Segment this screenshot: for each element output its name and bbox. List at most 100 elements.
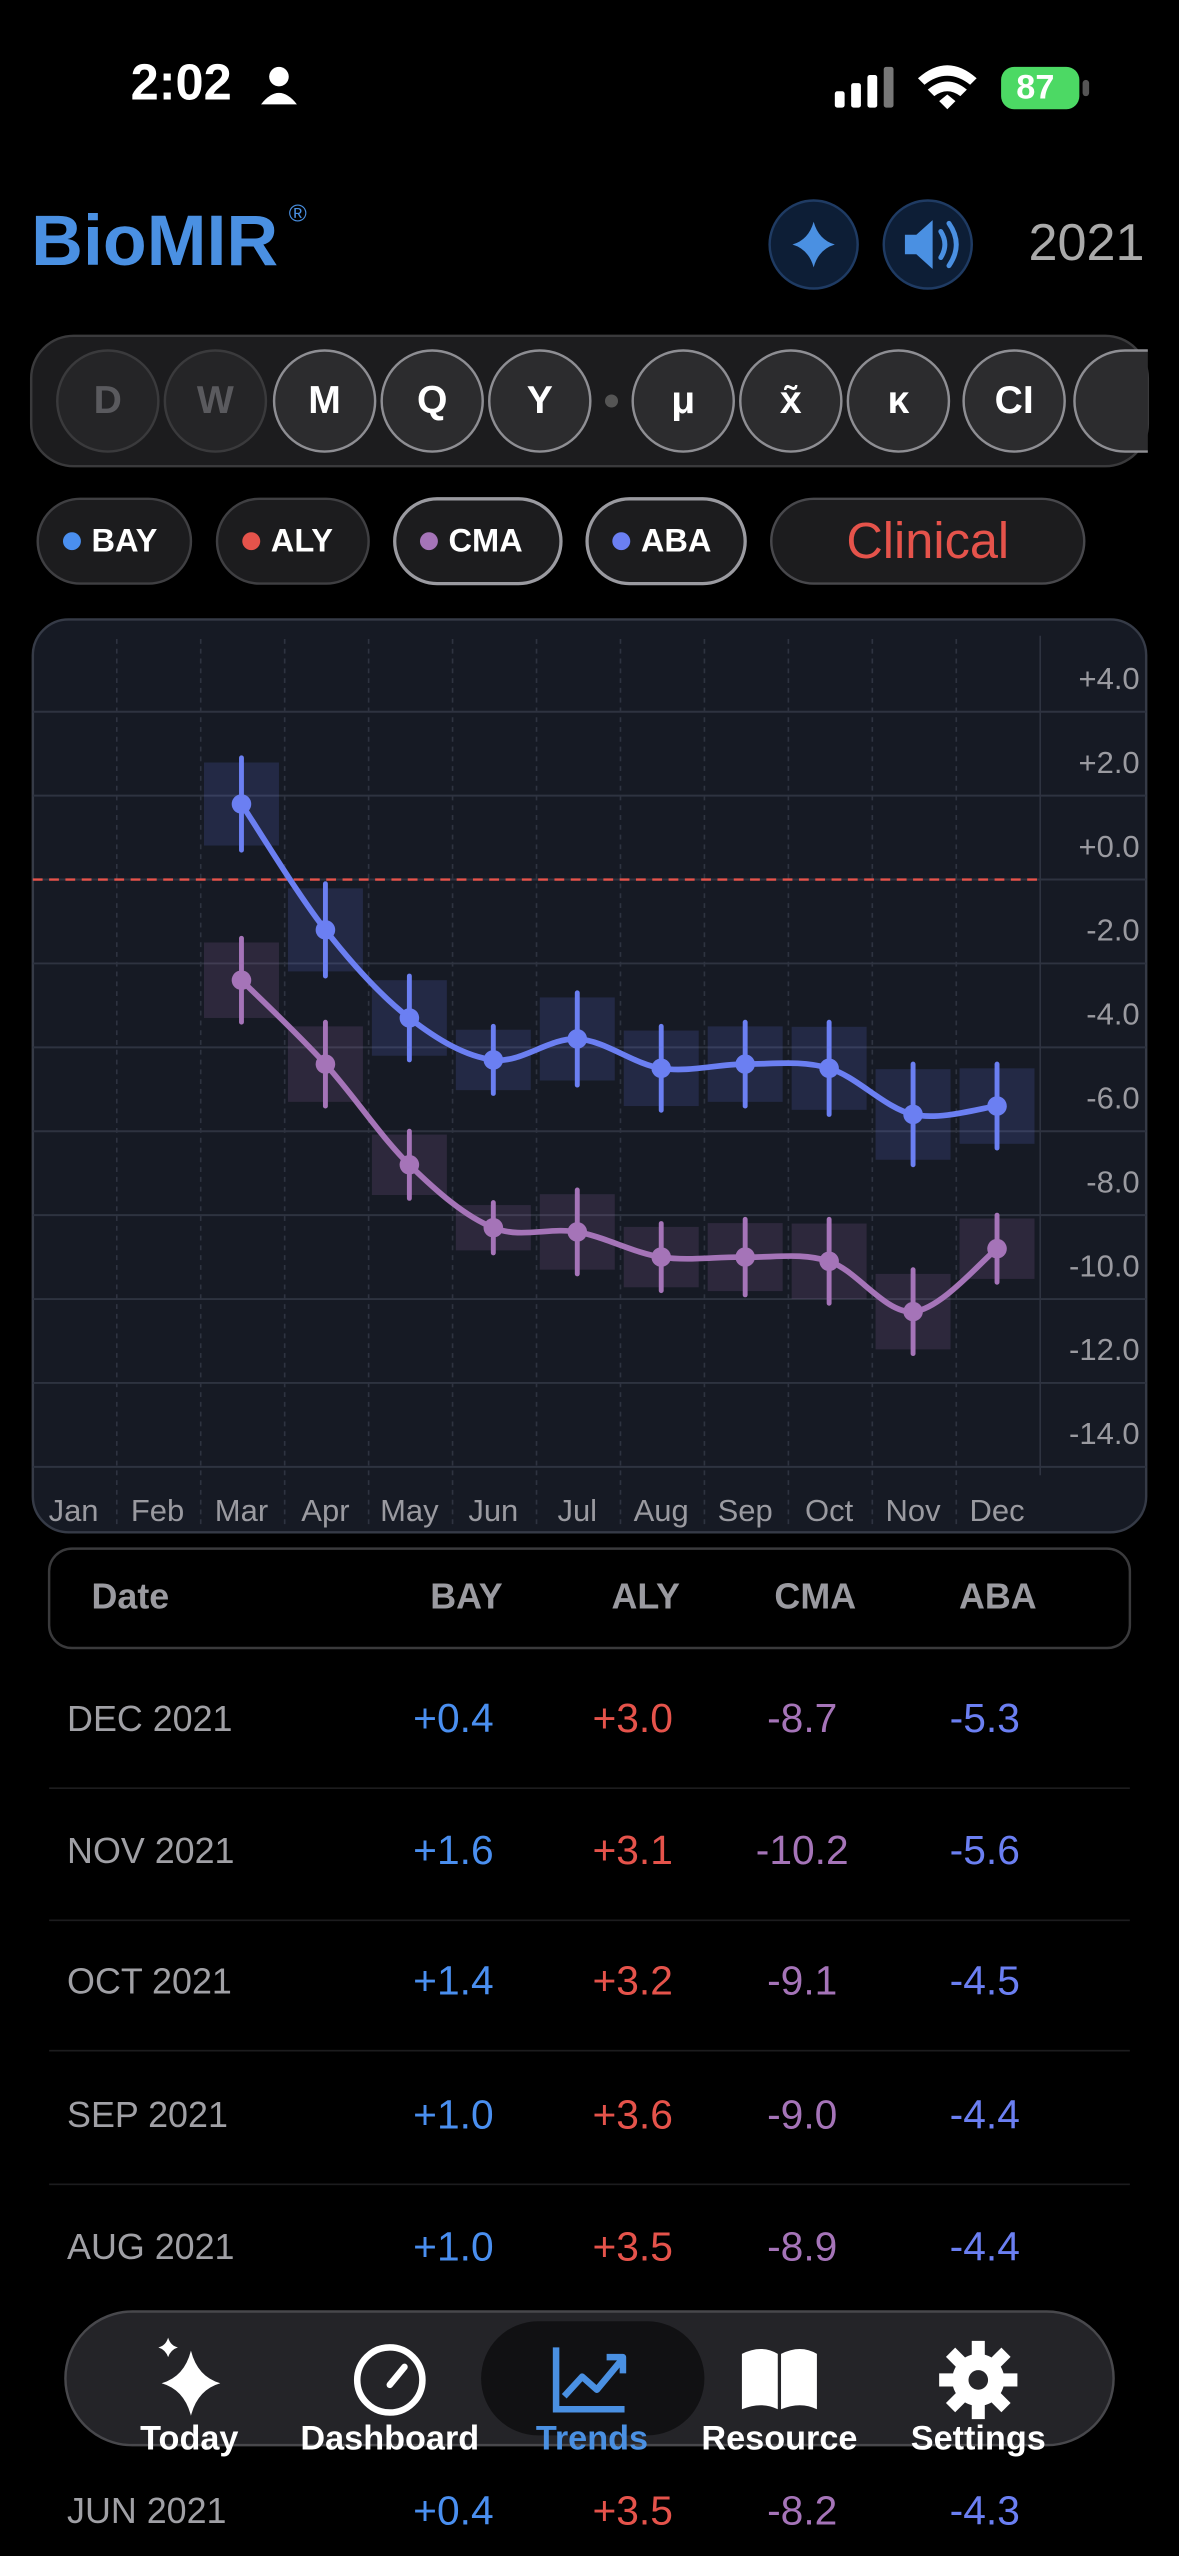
wifi <box>917 65 977 110</box>
data-point <box>987 1096 1007 1116</box>
chart-panel <box>31 618 1148 1534</box>
filter-label: CI <box>995 379 1034 422</box>
legend-chip[interactable] <box>215 497 370 585</box>
speaker-waves <box>938 220 959 269</box>
battery-cap <box>1082 79 1090 97</box>
y-tick-label: -12.0 <box>1069 1332 1140 1367</box>
today-icon <box>158 2337 221 2416</box>
tab-bar: Today Dashboard Trends Resource Settings <box>64 2310 1115 2457</box>
signal <box>851 83 861 108</box>
clinical-label: Clinical <box>846 512 1009 569</box>
filter-chip[interactable] <box>56 349 160 453</box>
x-tick-label: Sep <box>718 1493 773 1528</box>
legend-label: ABA <box>641 521 712 558</box>
filter-chip[interactable] <box>488 349 592 453</box>
data-point <box>231 794 252 814</box>
filter-label: κ <box>887 379 909 422</box>
filter-label: Y <box>527 379 553 422</box>
trends-icon <box>561 2353 627 2399</box>
brand: BioMIR <box>31 201 278 281</box>
filter-chip[interactable] <box>962 349 1066 453</box>
filter-chip-partial <box>1073 349 1148 453</box>
data-point <box>567 1222 588 1242</box>
clinical-chip[interactable] <box>770 497 1086 585</box>
table-value: -4.5 <box>950 1958 1020 2004</box>
battery <box>1001 66 1080 110</box>
table-value: +3.5 <box>592 2223 672 2269</box>
data-point <box>987 1238 1007 1259</box>
table-value: +3.2 <box>592 1958 672 2004</box>
person-icon <box>261 92 297 105</box>
tab-label[interactable]: Today <box>140 2419 238 2457</box>
table-value: +1.6 <box>413 1827 493 1873</box>
filter-label: M <box>308 379 341 422</box>
filter-chip[interactable] <box>163 349 268 453</box>
legend-label: CMA <box>448 521 522 558</box>
legend-swatch <box>62 532 81 551</box>
table-value: +1.4 <box>413 1958 493 2004</box>
data-point <box>315 920 336 940</box>
data-point <box>903 1104 923 1125</box>
table-value: -8.7 <box>767 1695 837 1741</box>
data-point <box>231 970 252 990</box>
table-value: +1.0 <box>413 2091 493 2137</box>
filter-label: D <box>94 379 122 422</box>
data-point <box>819 1251 839 1272</box>
row-date: OCT 2021 <box>67 1961 232 2001</box>
table-value: -4.4 <box>950 2223 1020 2269</box>
tab-label[interactable]: Trends <box>536 2419 648 2457</box>
row-date: JUN 2021 <box>67 2491 226 2531</box>
signal <box>883 66 894 108</box>
data-point <box>483 1217 504 1238</box>
chart: +4.0 +2.0 +0.0 -2.0 -4.0 -6.0 -8.0 -10.0 -12.0 -1… <box>32 635 1147 1528</box>
y-tick-label: -8.0 <box>1086 1164 1139 1199</box>
legend-swatch <box>419 532 438 551</box>
data-point <box>399 1008 420 1028</box>
data-point <box>903 1301 923 1322</box>
y-tick-label: -10.0 <box>1069 1248 1140 1283</box>
column-header: ABA <box>959 1577 1037 1617</box>
data-point <box>567 1029 588 1049</box>
legend-chip[interactable] <box>585 497 747 586</box>
legend-chip[interactable] <box>393 497 563 586</box>
filter-chip[interactable] <box>739 349 843 453</box>
filter-chip[interactable] <box>380 349 484 453</box>
sparkle-icon <box>792 221 835 268</box>
x-tick-label: Dec <box>969 1493 1024 1528</box>
table-value: +3.0 <box>592 1695 672 1741</box>
y-tick-label: +2.0 <box>1079 745 1140 780</box>
filter-label: x̃ <box>780 379 802 422</box>
x-tick-label: Mar <box>215 1493 268 1528</box>
table-value: +3.1 <box>592 1827 672 1873</box>
y-tick-label: -6.0 <box>1086 1080 1139 1115</box>
header: BioMIR ® 2021 <box>31 199 1145 290</box>
data-point <box>651 1058 672 1079</box>
data-point <box>735 1247 755 1267</box>
column-header: CMA <box>774 1577 856 1617</box>
active-tab-highlight <box>481 2321 705 2436</box>
legend-swatch <box>612 532 631 551</box>
legend-label: BAY <box>92 521 158 558</box>
trends-axis <box>552 2347 625 2413</box>
tab-label[interactable]: Settings <box>911 2419 1046 2457</box>
table-value: -4.3 <box>950 2487 1020 2533</box>
status-bar: 2:02 87 <box>131 54 1090 111</box>
tab-label[interactable]: Dashboard <box>300 2419 479 2457</box>
filter-chip[interactable] <box>631 349 735 453</box>
registered-mark: ® <box>289 201 307 228</box>
table-value: -9.0 <box>767 2091 837 2137</box>
table-value: +3.6 <box>592 2091 672 2137</box>
data-point <box>483 1050 504 1070</box>
table-value: -9.1 <box>767 1958 837 2004</box>
x-tick-label: Feb <box>131 1493 184 1528</box>
filter-chip[interactable] <box>846 349 951 453</box>
table-value: -5.6 <box>950 1827 1020 1873</box>
x-tick-label: Jul <box>557 1493 597 1528</box>
tab-label[interactable]: Resource <box>701 2419 857 2457</box>
table-value: +1.0 <box>413 2223 493 2269</box>
signal <box>834 91 845 108</box>
filter-chip[interactable] <box>272 349 377 453</box>
legend-chip[interactable] <box>36 497 193 585</box>
speaker-icon <box>904 220 933 269</box>
